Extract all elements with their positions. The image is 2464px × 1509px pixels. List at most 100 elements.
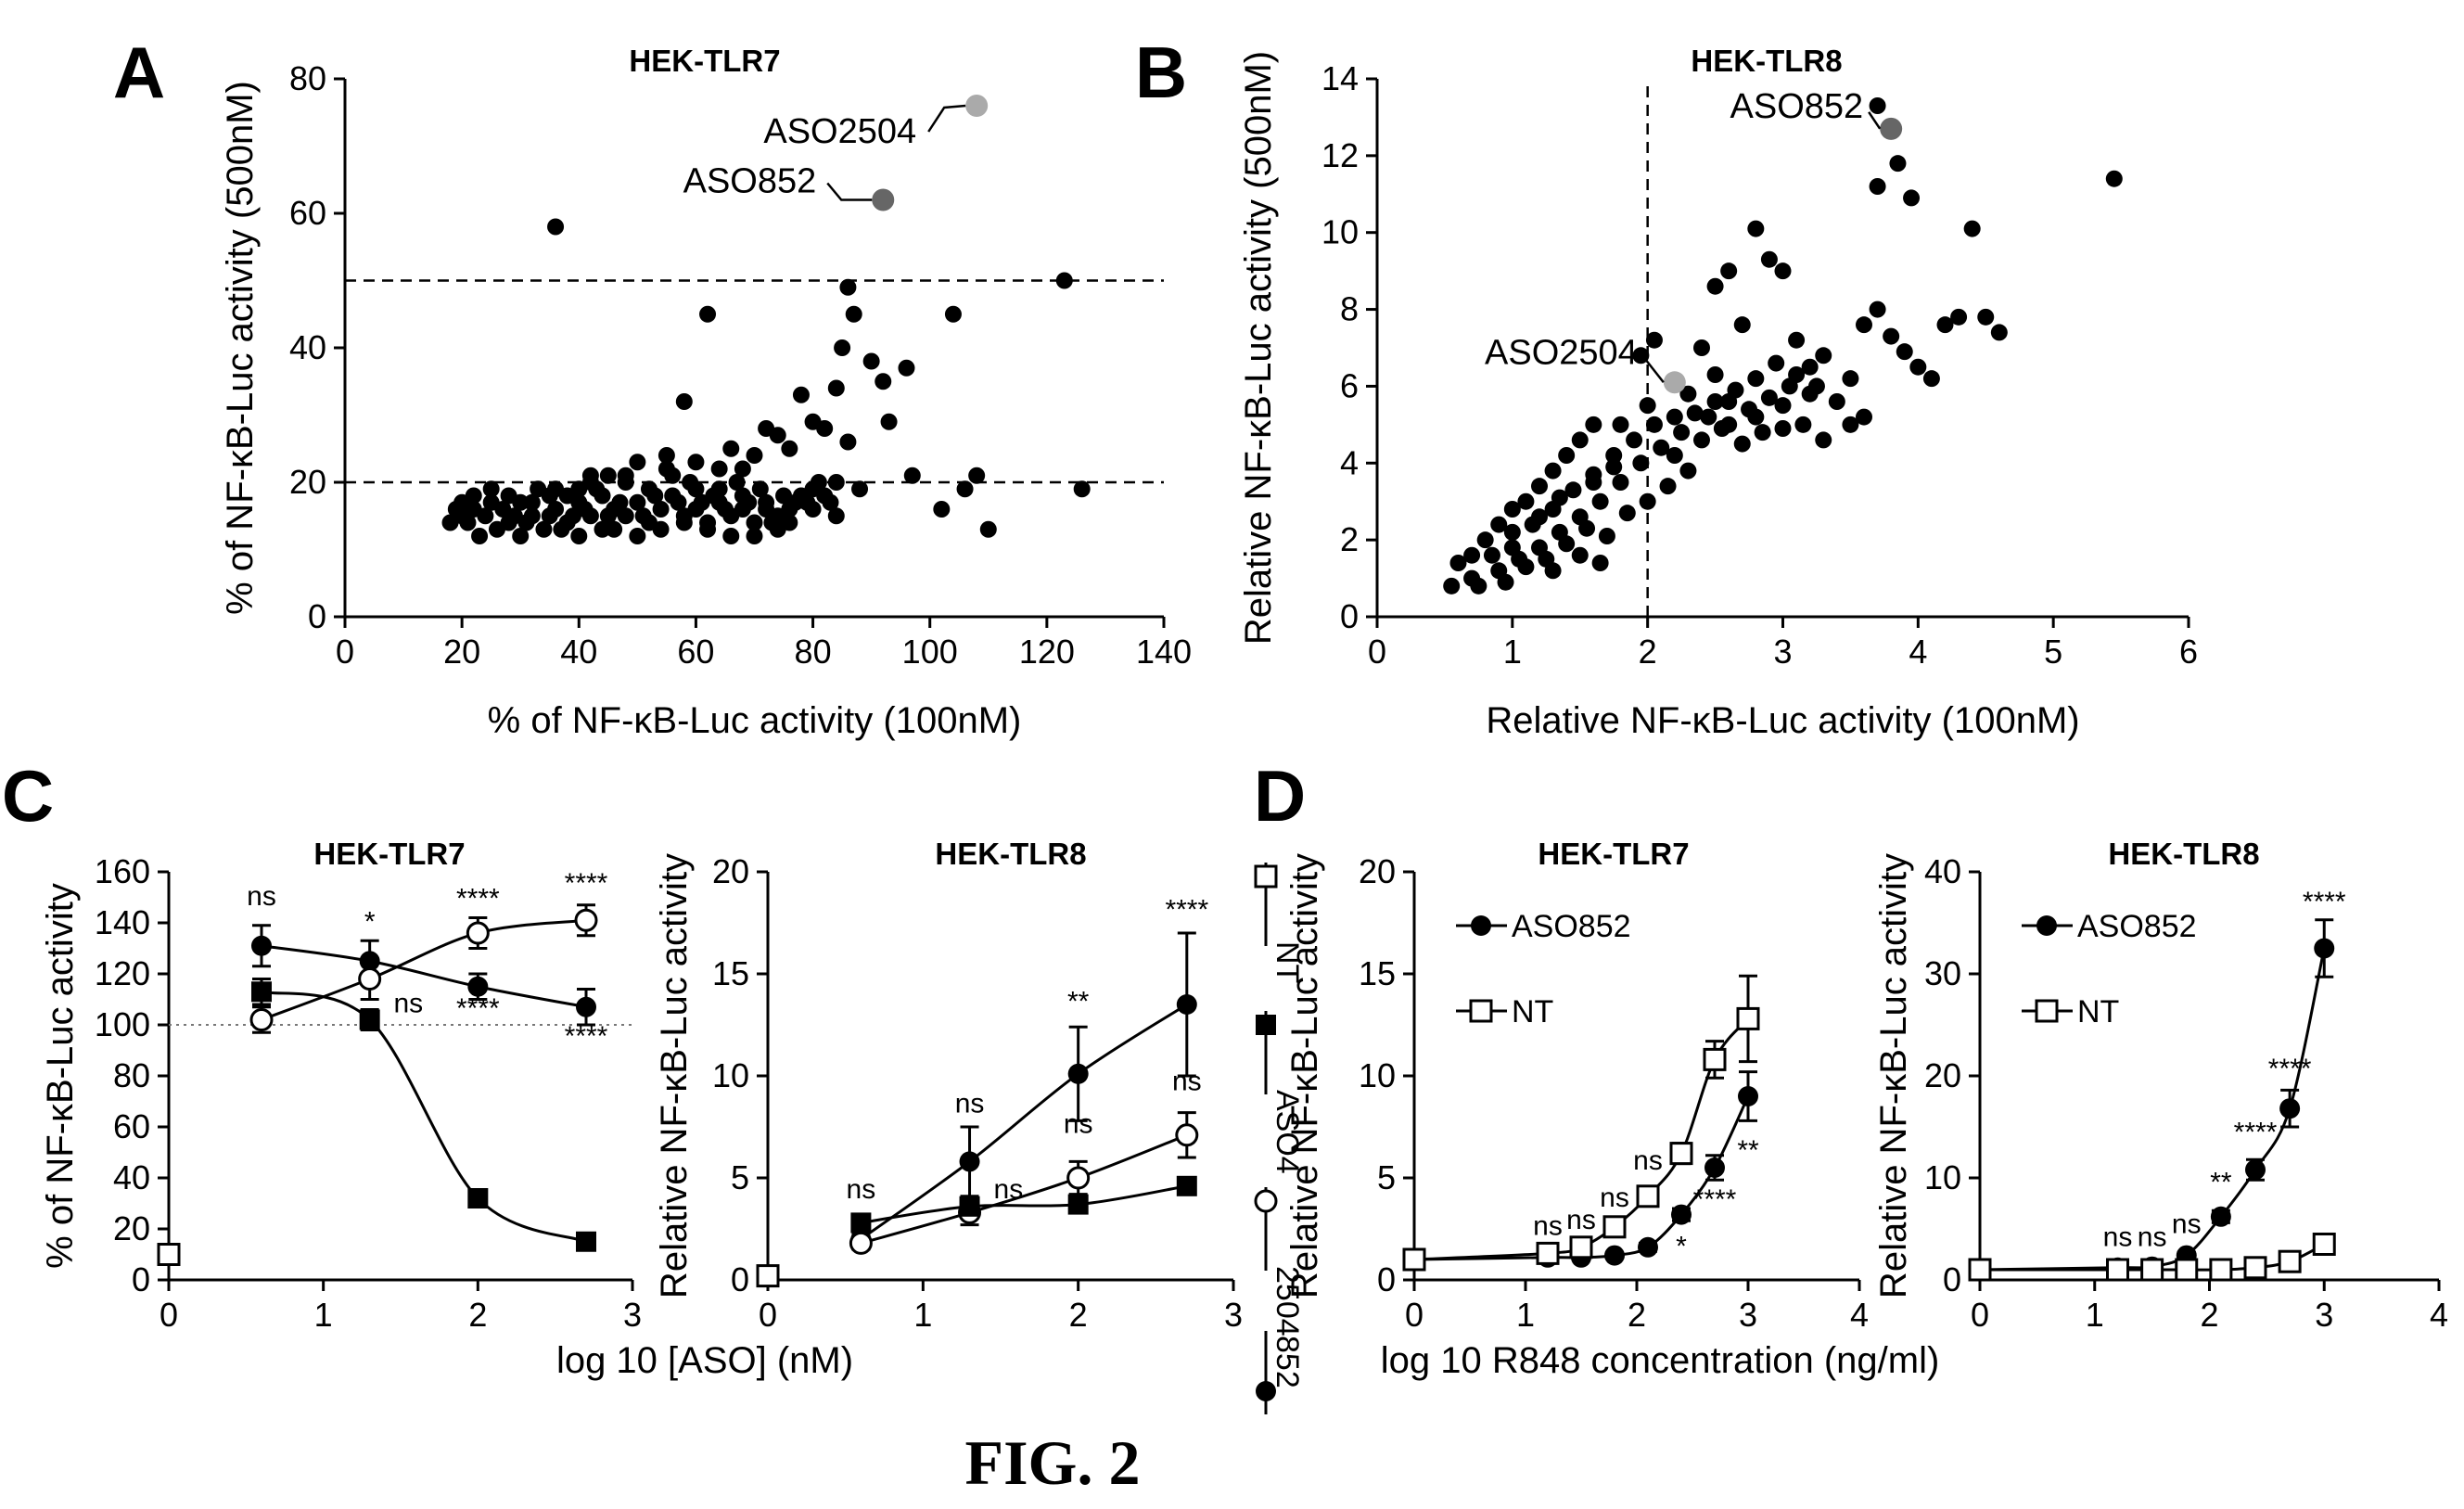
leader-line bbox=[1868, 111, 1882, 130]
data-point bbox=[675, 514, 693, 531]
data-point bbox=[1544, 562, 1562, 580]
y-tick-label: 40 bbox=[113, 1158, 150, 1196]
highlight-point bbox=[872, 188, 895, 211]
x-tick-label: 6 bbox=[2179, 633, 2198, 671]
panel-c2: 0 1 2 3 0 5 10 15 20 HEK-TLR8 Relative NF-κB-Luc a… bbox=[556, 837, 1305, 1414]
data-point bbox=[594, 520, 611, 538]
data-point bbox=[850, 1212, 872, 1234]
figure-caption: FIG. 2 bbox=[965, 1427, 1141, 1498]
x-tick-label: 3 bbox=[1739, 1296, 1757, 1334]
data-point bbox=[1632, 454, 1650, 472]
data-point bbox=[500, 487, 517, 505]
data-point bbox=[1612, 416, 1629, 433]
significance-label: ns bbox=[2138, 1222, 2167, 1253]
y-tick-label: 20 bbox=[1924, 1056, 1961, 1094]
y-tick-label: 15 bbox=[712, 954, 749, 992]
data-point bbox=[1703, 1047, 1727, 1071]
data-point bbox=[1598, 528, 1615, 544]
data-point bbox=[959, 1196, 980, 1217]
panel-title: HEK-TLR7 bbox=[629, 44, 780, 78]
data-point bbox=[1626, 431, 1643, 449]
x-tick-label: 1 bbox=[1516, 1296, 1535, 1334]
data-point bbox=[827, 379, 845, 397]
x-tick-label: 20 bbox=[443, 633, 480, 671]
legend-marker bbox=[1256, 1381, 1276, 1401]
data-point bbox=[1602, 1215, 1627, 1239]
data-point bbox=[1571, 431, 1589, 449]
data-point bbox=[1544, 462, 1562, 480]
y-axis-label: Relative NF-κB-Luc activity bbox=[654, 853, 695, 1298]
data-point bbox=[541, 507, 558, 525]
data-point bbox=[682, 474, 699, 491]
data-point bbox=[827, 507, 845, 525]
data-point bbox=[944, 305, 962, 323]
x-tick-label: 4 bbox=[2430, 1296, 2448, 1334]
data-point bbox=[839, 278, 857, 296]
significance-label: ns bbox=[847, 1174, 876, 1205]
highlight-label: ASO852 bbox=[1730, 87, 1864, 126]
x-tick-label: 120 bbox=[1019, 633, 1075, 671]
data-point bbox=[466, 921, 490, 945]
legend-label: 852 bbox=[1270, 1336, 1305, 1388]
y-tick-label: 6 bbox=[1340, 366, 1359, 404]
data-point bbox=[359, 1009, 380, 1030]
leader-line bbox=[927, 104, 966, 133]
data-point bbox=[728, 474, 746, 491]
data-point bbox=[251, 981, 272, 1003]
data-point bbox=[1490, 516, 1508, 533]
data-point bbox=[1669, 1142, 1693, 1166]
data-point bbox=[1517, 558, 1535, 576]
data-point bbox=[467, 1188, 489, 1208]
y-tick-label: 40 bbox=[289, 328, 326, 366]
significance-label: ns bbox=[955, 1089, 985, 1119]
data-point bbox=[1659, 478, 1677, 495]
x-tick-label: 2 bbox=[468, 1296, 487, 1334]
data-point bbox=[1693, 339, 1710, 356]
data-point bbox=[1463, 569, 1481, 587]
panel-letter: D bbox=[1254, 755, 1306, 837]
x-tick-label: 140 bbox=[1136, 633, 1192, 671]
significance-label: ns bbox=[994, 1174, 1024, 1205]
x-tick-label: 3 bbox=[1773, 633, 1792, 671]
data-point bbox=[722, 440, 740, 457]
data-point bbox=[1591, 555, 1609, 571]
panel-d1: 0 1 2 3 4 0 5 10 15 20 HEK-TLR7 D Relative NF-κB-Luc… bbox=[1254, 755, 1869, 1334]
x-tick-label: 1 bbox=[913, 1296, 932, 1334]
legend-label: ASO852 bbox=[2077, 909, 2197, 944]
legend-label: NT bbox=[2077, 994, 2119, 1029]
x-tick-label: 3 bbox=[1224, 1296, 1243, 1334]
highlight-point bbox=[1663, 371, 1686, 394]
data-point bbox=[1618, 505, 1636, 522]
data-point bbox=[1807, 377, 1825, 395]
data-point bbox=[756, 1264, 780, 1288]
data-point bbox=[459, 514, 477, 531]
data-point bbox=[1666, 408, 1683, 426]
data-point bbox=[816, 420, 834, 437]
data-point bbox=[2210, 1206, 2231, 1227]
data-point bbox=[839, 433, 857, 451]
data-point bbox=[1497, 573, 1514, 591]
data-point bbox=[1612, 474, 1629, 491]
data-point bbox=[1754, 424, 1771, 441]
panel-letter: A bbox=[113, 32, 165, 113]
data-point bbox=[1733, 435, 1751, 453]
data-point bbox=[482, 480, 500, 498]
x-tick-label: 2 bbox=[1639, 633, 1657, 671]
panel-c1: 0 1 2 3 0 20 40 60 80 100 120 140 160 HEK-TLR7 C % of N… bbox=[2, 755, 642, 1334]
y-tick-label: 8 bbox=[1340, 290, 1359, 328]
x-tick-label: 0 bbox=[1971, 1296, 1989, 1334]
data-point bbox=[2209, 1258, 2233, 1282]
data-point bbox=[2245, 1159, 2266, 1181]
data-point bbox=[1704, 1157, 1725, 1178]
y-tick-label: 20 bbox=[289, 463, 326, 501]
highlight-label: ASO852 bbox=[683, 162, 817, 201]
series-line bbox=[261, 944, 587, 1009]
significance-label: ns bbox=[1172, 1066, 1202, 1096]
data-point bbox=[1605, 458, 1623, 476]
data-point bbox=[827, 474, 845, 491]
data-point bbox=[1883, 327, 1900, 345]
data-point bbox=[611, 493, 629, 511]
y-axis-label: Relative NF-κB-Luc activity bbox=[1284, 853, 1325, 1298]
data-point bbox=[1896, 343, 1913, 361]
data-point bbox=[576, 996, 596, 1017]
